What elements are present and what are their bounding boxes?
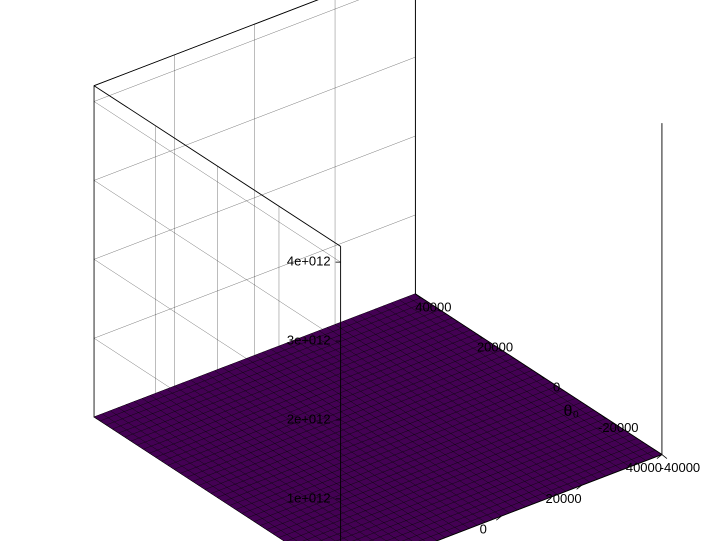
svg-text:2e+012: 2e+012 — [287, 411, 331, 426]
axis-label-theta0: θ₀ — [564, 403, 580, 420]
svg-text:3e+012: 3e+012 — [287, 332, 331, 347]
svg-text:20000: 20000 — [546, 491, 582, 506]
surface-plot-svg: 0 1e+012 2e+012 3e+012 4e+012 -40000 -20000 0 20… — [0, 0, 723, 541]
svg-text:1e+012: 1e+012 — [287, 490, 331, 505]
svg-text:40000: 40000 — [626, 460, 662, 475]
svg-text:0: 0 — [553, 380, 560, 395]
svg-text:40000: 40000 — [415, 299, 451, 314]
svg-text:-40000: -40000 — [660, 460, 700, 475]
svg-text:-20000: -20000 — [598, 420, 638, 435]
svg-text:20000: 20000 — [477, 339, 513, 354]
svg-text:0: 0 — [480, 522, 487, 537]
surface-plot-3d: 0 1e+012 2e+012 3e+012 4e+012 -40000 -20000 0 20… — [0, 0, 723, 541]
svg-text:4e+012: 4e+012 — [287, 254, 331, 269]
